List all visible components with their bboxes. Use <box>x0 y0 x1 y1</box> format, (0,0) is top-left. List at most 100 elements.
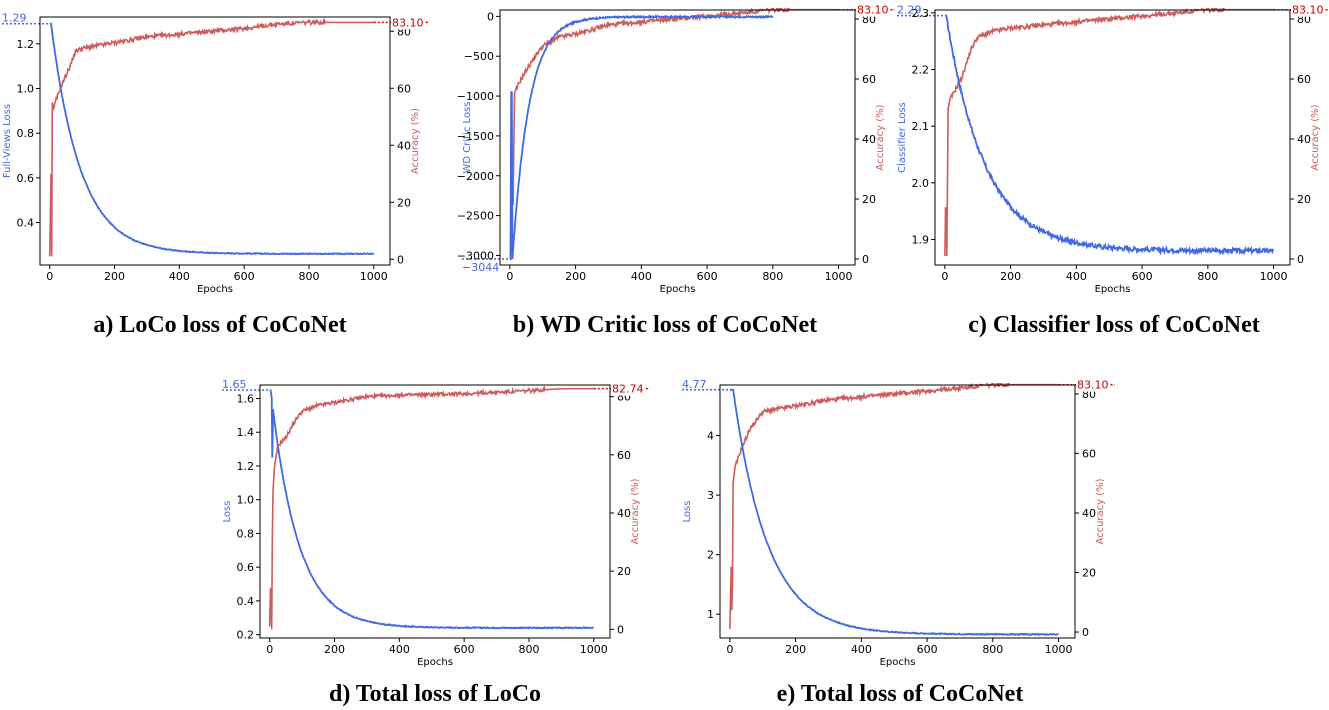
chart-b-xtick-label: 200 <box>565 270 586 283</box>
chart-e-ytick-label: 4 <box>707 430 714 443</box>
chart-d-y2tick-label: 0 <box>617 623 624 636</box>
chart-e-y2label: Accuracy (%) <box>1095 478 1106 544</box>
chart-b-loss-line <box>509 14 774 260</box>
chart-d-y2tick-label: 60 <box>617 449 631 462</box>
chart-a-y2tick-label: 20 <box>397 196 411 209</box>
chart-a-svg: 0 200 400 600 800 1000 0.4 0.6 0.8 1.0 1.2 0 20 40 60 8… <box>2 12 430 295</box>
chart-d-ytick-label: 1.6 <box>237 392 255 405</box>
chart-c-xtick-label: 800 <box>1197 270 1218 283</box>
chart-e-y2tick-label: 60 <box>1082 447 1096 460</box>
chart-d-ytick-label: 1.4 <box>237 426 255 439</box>
chart-c-y2tick-label: 20 <box>1297 193 1311 206</box>
chart-c-ytick-label: 2.3 <box>912 7 930 20</box>
chart-e-ylabel: Loss <box>682 501 693 523</box>
chart-d-xtick-label: 400 <box>389 643 410 656</box>
chart-a-ytick-label: 0.4 <box>17 217 35 230</box>
chart-a-xtick-label: 600 <box>234 270 255 283</box>
chart-a-xtick-label: 800 <box>298 270 319 283</box>
chart-c-xtick-label: 200 <box>1000 270 1021 283</box>
chart-b-acc-end-label-bg <box>856 3 890 17</box>
caption-a: a) LoCo loss of CoCoNet <box>93 312 347 338</box>
chart-b-xtick-label: 1000 <box>825 270 853 283</box>
chart-c-y2label: Accuracy (%) <box>1310 104 1321 170</box>
chart-b-ytick-label: −3000 <box>457 249 494 262</box>
chart-d-xtick-label: 200 <box>324 643 345 656</box>
chart-d-acc-end-label-bg <box>611 382 645 396</box>
chart-panel-e: 0 200 400 600 800 1000 1 2 3 4 0 20 40 60 80 Epochs Loss… <box>682 370 1115 670</box>
chart-b-xtick-label: 600 <box>697 270 718 283</box>
chart-d-ytick-label: 1.2 <box>237 460 255 473</box>
chart-e-frame <box>719 384 1076 639</box>
chart-c-loss-end-label: 2.29 <box>897 4 922 17</box>
chart-a-acc-end-label-bg <box>391 16 425 30</box>
chart-e-xtick-label: 400 <box>851 643 872 656</box>
chart-d-ytick-label: 0.8 <box>237 527 255 540</box>
chart-d-y2label: Accuracy (%) <box>630 478 641 544</box>
chart-a-xtick-label: 400 <box>169 270 190 283</box>
chart-c-ylabel: Classifier Loss <box>897 102 908 173</box>
chart-c-accuracy-line <box>944 8 1274 257</box>
chart-a-ytick-label: 0.8 <box>17 127 35 140</box>
caption-c: c) Classifier loss of CoCoNet <box>968 312 1260 338</box>
chart-a-y2tick-label: 40 <box>397 139 411 152</box>
chart-e-loss-line <box>729 388 1059 636</box>
chart-b-y2tick-label: 20 <box>862 193 876 206</box>
chart-d-loss-line <box>269 389 594 630</box>
chart-e-ytick-label: 3 <box>707 489 714 502</box>
chart-c-acc-end-label-bg <box>1291 3 1325 17</box>
chart-d-loss-end-label: 1.65 <box>222 378 247 391</box>
caption-b: b) WD Critic loss of CoCoNet <box>512 312 818 338</box>
chart-e-acc-end-label-bg <box>1076 378 1110 392</box>
chart-d-acc-end-label: 82.74 <box>612 383 644 396</box>
chart-c-xtick-label: 400 <box>1066 270 1087 283</box>
chart-c-xtick-label: 1000 <box>1260 270 1288 283</box>
chart-panel-a: 0 200 400 600 800 1000 0.4 0.6 0.8 1.0 1.2 0 20 40 60 8… <box>0 0 440 300</box>
chart-a-acc-end-label: 83.10 <box>392 16 424 29</box>
chart-a-y2tick-label: 0 <box>397 253 404 266</box>
chart-e-svg: 0 200 400 600 800 10001234020406080EpochsLoss… <box>682 378 1115 668</box>
chart-d-xlabel: Epochs <box>417 657 453 668</box>
chart-e-xtick-label: 200 <box>785 643 806 656</box>
chart-b-accuracy-line <box>509 8 839 257</box>
chart-a-ytick-label: 1.0 <box>17 82 35 95</box>
chart-e-y2tick-label: 40 <box>1082 507 1096 520</box>
chart-d-xtick-label: 1000 <box>580 643 608 656</box>
chart-panel-b: 0 200 400 600 800 1000 −3000 −2500 −2000 −1500 −10… <box>445 0 895 300</box>
caption-d: d) Total loss of LoCo <box>328 681 542 707</box>
chart-b-acc-end-label: 83.10 <box>857 4 889 17</box>
chart-a-ytick-label: 0.6 <box>17 172 35 185</box>
chart-a-xtick-label: 0 <box>46 270 53 283</box>
chart-b-y2tick-label: 0 <box>862 253 869 266</box>
chart-b-xlabel: Epochs <box>660 284 696 295</box>
chart-d-ytick-label: 0.6 <box>237 561 255 574</box>
chart-e-acc-end-label: 83.10 <box>1077 379 1109 392</box>
chart-b-y2tick-label: 40 <box>862 133 876 146</box>
chart-e-accuracy-line <box>729 383 1059 630</box>
chart-c-ytick-label: 1.9 <box>912 234 930 247</box>
chart-a-ylabel: Full-Views Loss <box>2 104 13 178</box>
chart-e-xtick-label: 800 <box>982 643 1003 656</box>
chart-d-ytick-label: 0.2 <box>237 629 255 642</box>
chart-c-ytick-label: 2.2 <box>912 64 930 77</box>
chart-b-ytick-label: −1000 <box>457 90 494 103</box>
chart-c-xtick-label: 600 <box>1132 270 1153 283</box>
chart-c-ytick-label: 2.1 <box>912 120 930 133</box>
chart-c-loss-line <box>944 14 1274 256</box>
chart-b-xtick-label: 800 <box>762 270 783 283</box>
chart-e-y2tick-label: 20 <box>1082 567 1096 580</box>
chart-a-xlabel: Epochs <box>197 284 233 295</box>
chart-a-y2tick-label: 60 <box>397 82 411 95</box>
chart-d-frame <box>259 384 611 639</box>
chart-a-loss-line <box>49 22 374 256</box>
chart-b-y2label: Accuracy (%) <box>875 104 886 170</box>
chart-c-xtick-label: 0 <box>941 270 948 283</box>
chart-b-frame <box>499 9 856 266</box>
chart-b-loss-end-label: −3044 <box>462 261 499 274</box>
chart-d-xtick-label: 800 <box>518 643 539 656</box>
chart-b-y2tick-label: 60 <box>862 73 876 86</box>
chart-a-ytick-label: 1.2 <box>17 38 35 51</box>
chart-e-xtick-label: 0 <box>726 643 733 656</box>
chart-b-ylabel: WD Critic Loss <box>462 102 473 174</box>
chart-a-xtick-label: 200 <box>104 270 125 283</box>
chart-panel-d: 0 200 400 600 800 1000 0.2 0.4 0.6 0.8 1.0 1.2 1.4 1.… <box>220 370 650 670</box>
